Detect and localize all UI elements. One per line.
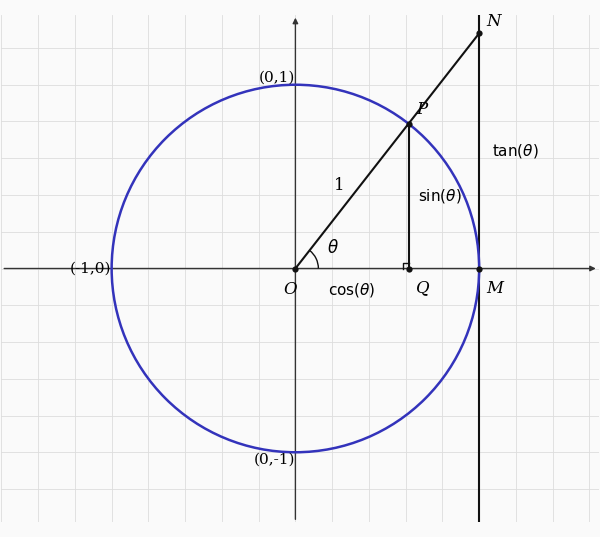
Text: $\theta$: $\theta$: [326, 240, 338, 257]
Text: $\cos(\theta)$: $\cos(\theta)$: [328, 281, 376, 299]
Text: (0,1): (0,1): [259, 71, 295, 85]
Text: (-1,0): (-1,0): [70, 262, 112, 275]
Text: 1: 1: [334, 177, 344, 194]
Text: N: N: [487, 13, 501, 30]
Text: $\tan(\theta)$: $\tan(\theta)$: [492, 142, 539, 160]
Text: O: O: [283, 281, 297, 299]
Text: P: P: [416, 101, 427, 118]
Text: (0,-1): (0,-1): [254, 452, 295, 466]
Text: Q: Q: [416, 280, 430, 296]
Text: M: M: [487, 280, 503, 296]
Text: $\sin(\theta)$: $\sin(\theta)$: [418, 187, 461, 205]
